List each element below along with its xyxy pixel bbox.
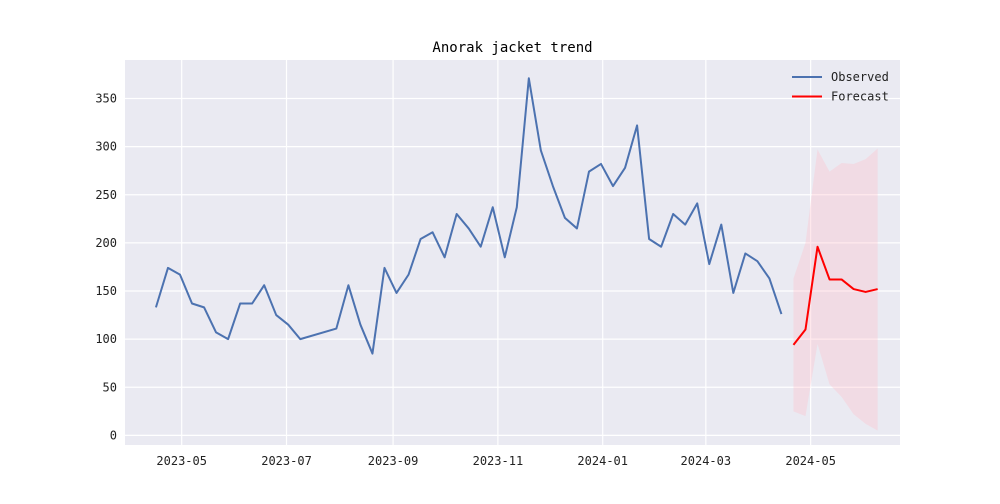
y-tick-label: 200 (95, 236, 117, 250)
legend-label: Forecast (831, 90, 889, 104)
series-line-forecast (792, 245, 878, 346)
series-lines (154, 77, 878, 355)
y-tick-label: 350 (95, 92, 117, 106)
y-tick-label: 150 (95, 284, 117, 298)
grid (125, 60, 900, 445)
forecast-interval (793, 148, 878, 431)
series-line-observed (154, 77, 783, 355)
y-tick-label: 100 (95, 332, 117, 346)
x-tick-label: 2023-07 (261, 454, 312, 468)
forecast-band (793, 148, 878, 431)
x-tick-label: 2024-01 (577, 454, 628, 468)
x-tick-label: 2023-05 (156, 454, 207, 468)
y-tick-label: 50 (103, 380, 117, 394)
x-tick-label: 2023-09 (368, 454, 419, 468)
chart-title: Anorak jacket trend (432, 40, 592, 56)
plot-background (125, 60, 900, 445)
x-tick-label: 2024-03 (681, 454, 732, 468)
y-tick-label: 250 (95, 188, 117, 202)
legend-label: Observed (831, 70, 889, 84)
x-tick-label: 2023-11 (473, 454, 524, 468)
tick-labels: 0 50 100 150 200 250 300 350 2023-05 2023-07 2023-… (95, 92, 836, 469)
y-tick-label: 300 (95, 140, 117, 154)
y-tick-label: 0 (110, 428, 117, 442)
legend: Observed Forecast (792, 70, 889, 104)
x-tick-label: 2024-05 (785, 454, 836, 468)
